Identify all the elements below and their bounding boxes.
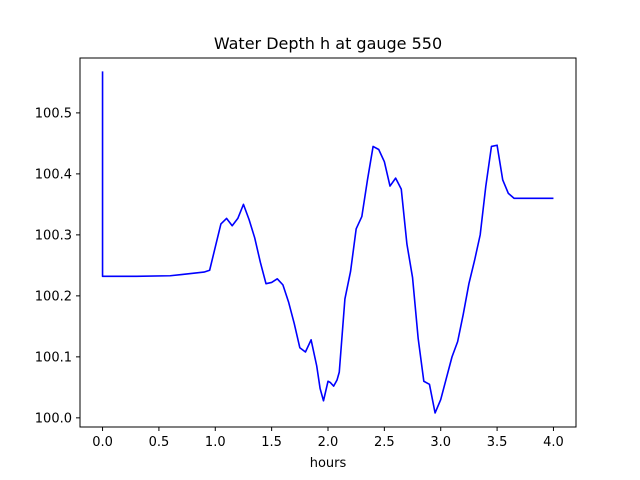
x-tick-label: 4.0 xyxy=(543,435,564,450)
y-tick-label: 100.5 xyxy=(35,106,72,121)
y-axis: 100.0 100.1 100.2 100.3 100.4 100.5 xyxy=(35,106,80,426)
x-tick-label: 1.0 xyxy=(205,435,226,450)
x-tick-label: 3.5 xyxy=(487,435,508,450)
y-tick-label: 100.3 xyxy=(35,228,72,243)
plot-area xyxy=(79,57,577,428)
y-tick-label: 100.4 xyxy=(35,167,72,182)
x-tick-label: 0.0 xyxy=(92,435,113,450)
x-tick-label: 1.5 xyxy=(261,435,282,450)
x-axis: 0.0 0.5 1.0 1.5 2.0 2.5 3.0 3.5 4.0 xyxy=(92,427,564,450)
x-tick-label: 3.0 xyxy=(430,435,451,450)
x-tick-label: 2.0 xyxy=(318,435,339,450)
y-tick-label: 100.1 xyxy=(35,350,72,365)
x-tick-label: 2.5 xyxy=(374,435,395,450)
y-tick-label: 100.0 xyxy=(35,411,72,426)
chart-title: Water Depth h at gauge 550 xyxy=(214,34,442,53)
x-axis-label: hours xyxy=(310,456,347,471)
y-tick-label: 100.2 xyxy=(35,289,72,304)
series-line-0 xyxy=(101,71,554,414)
x-tick-label: 0.5 xyxy=(149,435,170,450)
plot-frame xyxy=(79,57,577,428)
